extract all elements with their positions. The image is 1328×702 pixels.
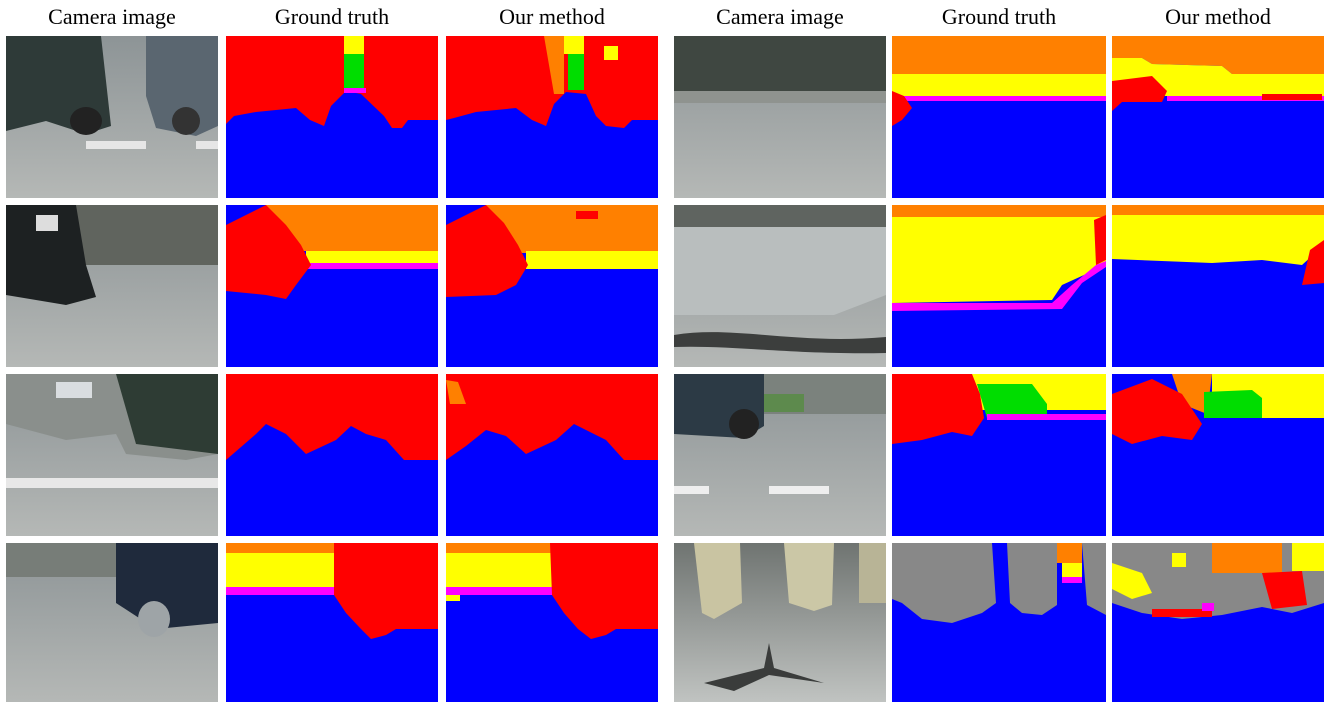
segmentation-map xyxy=(1112,36,1324,198)
camera-image xyxy=(6,36,218,198)
segmentation-map xyxy=(892,374,1106,536)
segmentation-map xyxy=(892,543,1106,702)
image-grid xyxy=(0,0,1328,702)
segmentation-map xyxy=(226,36,438,198)
camera-image xyxy=(6,374,218,536)
camera-image xyxy=(674,36,886,198)
segmentation-map xyxy=(892,36,1106,198)
segmentation-map xyxy=(892,205,1106,367)
segmentation-map xyxy=(226,543,438,702)
camera-image xyxy=(6,543,218,702)
camera-image xyxy=(674,374,886,536)
segmentation-map xyxy=(226,205,438,367)
figure: Camera image Ground truth Our method Cam… xyxy=(0,0,1328,702)
segmentation-map xyxy=(446,543,658,702)
segmentation-map xyxy=(446,205,658,367)
segmentation-map xyxy=(1112,543,1324,702)
camera-image xyxy=(674,543,886,702)
segmentation-map xyxy=(1112,205,1324,367)
segmentation-map xyxy=(226,374,438,536)
camera-image xyxy=(6,205,218,367)
segmentation-map xyxy=(446,36,658,198)
camera-image xyxy=(674,205,886,367)
segmentation-map xyxy=(446,374,658,536)
segmentation-map xyxy=(1112,374,1324,536)
